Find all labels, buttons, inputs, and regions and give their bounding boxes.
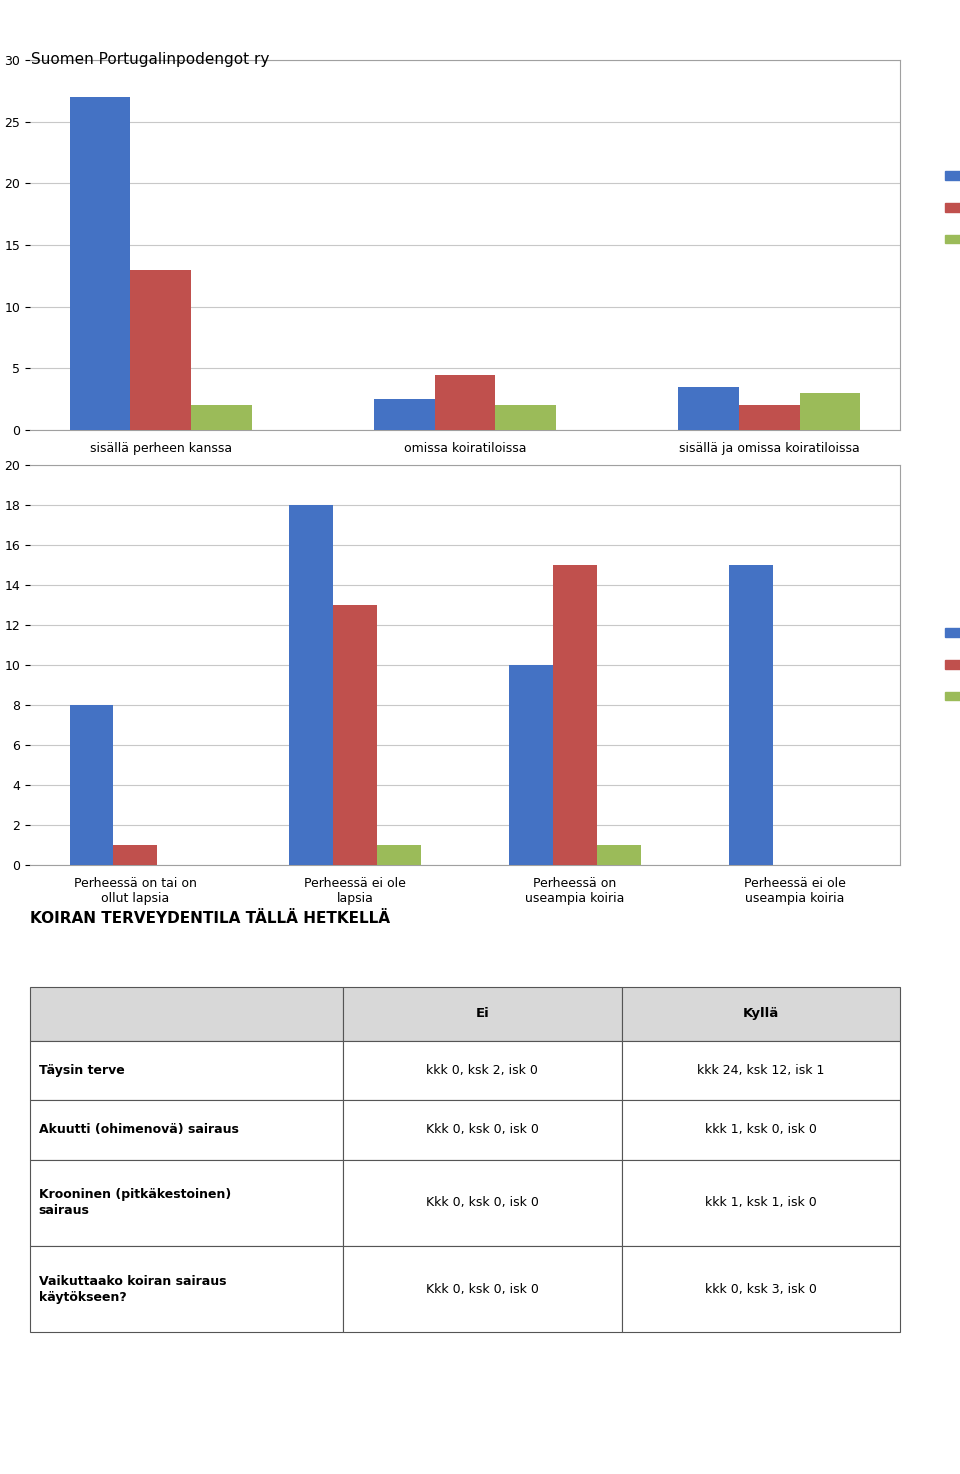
- Text: Suomen Portugalinpodengot ry: Suomen Portugalinpodengot ry: [31, 52, 269, 66]
- Text: kkk 0, ksk 3, isk 0: kkk 0, ksk 3, isk 0: [705, 1282, 817, 1296]
- Bar: [344, 986, 621, 1041]
- Text: Akuutti (ohimenovä) sairaus: Akuutti (ohimenovä) sairaus: [38, 1123, 239, 1136]
- Bar: [622, 1160, 900, 1246]
- Bar: [495, 405, 556, 430]
- Bar: [30, 1041, 344, 1100]
- Bar: [373, 399, 435, 430]
- Bar: [509, 665, 553, 865]
- Text: Kkk 0, ksk 0, isk 0: Kkk 0, ksk 0, isk 0: [426, 1123, 539, 1136]
- Bar: [113, 845, 157, 865]
- Legend: kkk, ksk, isk: kkk, ksk, isk: [940, 622, 960, 708]
- Bar: [344, 1100, 621, 1160]
- Text: Kkk 0, ksk 0, isk 0: Kkk 0, ksk 0, isk 0: [426, 1197, 539, 1209]
- Bar: [553, 565, 597, 865]
- Text: kkk 1, ksk 0, isk 0: kkk 1, ksk 0, isk 0: [705, 1123, 817, 1136]
- Bar: [69, 705, 113, 865]
- Bar: [344, 1160, 621, 1246]
- Bar: [30, 986, 344, 1041]
- Bar: [435, 374, 495, 430]
- Bar: [729, 565, 773, 865]
- Text: Kkk 0, ksk 0, isk 0: Kkk 0, ksk 0, isk 0: [426, 1282, 539, 1296]
- Bar: [131, 270, 191, 430]
- Text: KOIRAN TERVEYDENTILA TÄLLÄ HETKELLÄ: KOIRAN TERVEYDENTILA TÄLLÄ HETKELLÄ: [30, 911, 390, 926]
- Text: Kyllä: Kyllä: [743, 1007, 779, 1020]
- Legend: kkk, ksk, isk: kkk, ksk, isk: [940, 165, 960, 251]
- Text: Krooninen (pitkäkestoinen)
sairaus: Krooninen (pitkäkestoinen) sairaus: [38, 1188, 231, 1218]
- Bar: [678, 386, 739, 430]
- Bar: [622, 986, 900, 1041]
- Bar: [191, 405, 252, 430]
- Text: kkk 24, ksk 12, isk 1: kkk 24, ksk 12, isk 1: [697, 1064, 825, 1077]
- Bar: [739, 405, 800, 430]
- Text: Vaikuttaako koiran sairaus
käytökseen?: Vaikuttaako koiran sairaus käytökseen?: [38, 1275, 227, 1303]
- Text: kkk 1, ksk 1, isk 0: kkk 1, ksk 1, isk 0: [705, 1197, 817, 1209]
- Bar: [597, 845, 640, 865]
- Text: Ei: Ei: [475, 1007, 490, 1020]
- Bar: [622, 1041, 900, 1100]
- Bar: [800, 394, 860, 430]
- Bar: [622, 1246, 900, 1332]
- Text: Täysin terve: Täysin terve: [38, 1064, 125, 1077]
- Bar: [622, 1100, 900, 1160]
- Bar: [344, 1041, 621, 1100]
- Text: kkk 0, ksk 2, isk 0: kkk 0, ksk 2, isk 0: [426, 1064, 539, 1077]
- Bar: [30, 1100, 344, 1160]
- Bar: [30, 1160, 344, 1246]
- Bar: [69, 97, 131, 430]
- Bar: [30, 1246, 344, 1332]
- Bar: [344, 1246, 621, 1332]
- Bar: [289, 506, 333, 865]
- Bar: [333, 604, 377, 865]
- Bar: [377, 845, 421, 865]
